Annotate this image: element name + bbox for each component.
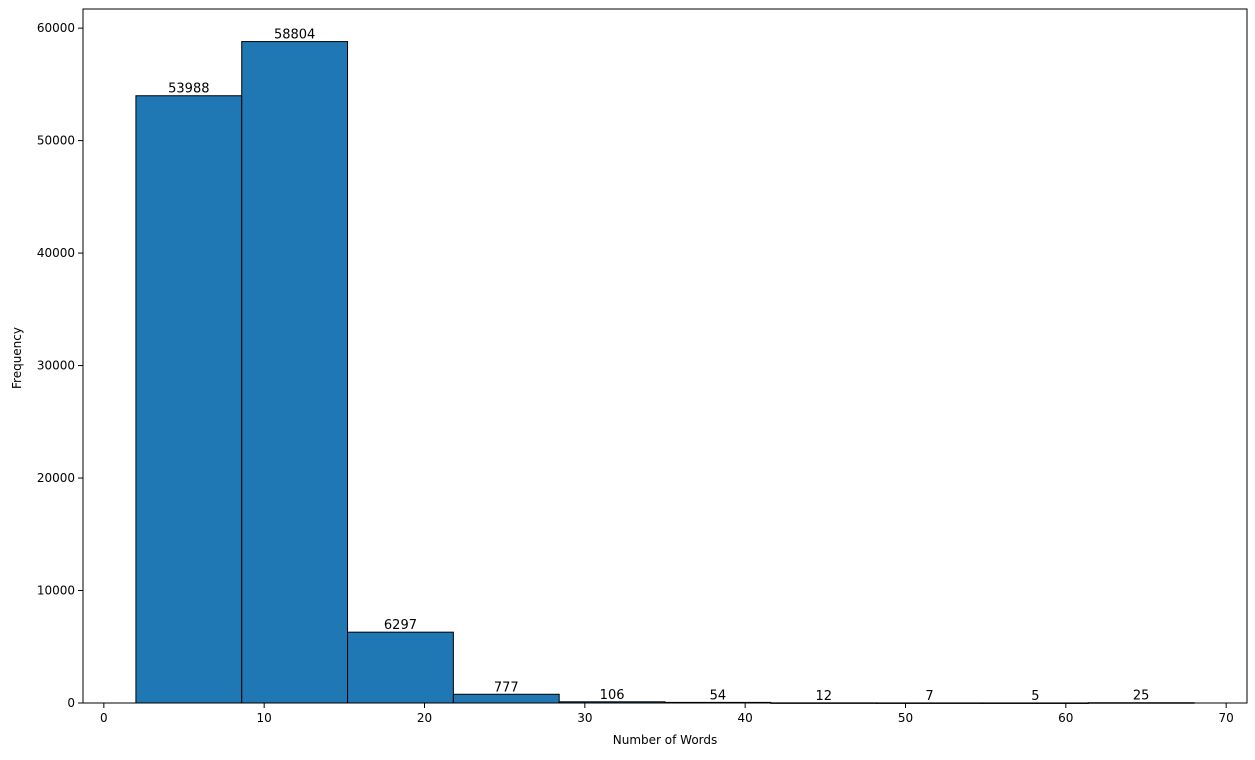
bar-value-label: 777 bbox=[494, 680, 519, 695]
histogram-bar bbox=[135, 95, 243, 704]
histogram-bar bbox=[347, 631, 454, 704]
x-tick-label: 40 bbox=[738, 711, 753, 725]
bar-value-label: 12 bbox=[815, 689, 832, 704]
bar-value-label: 6297 bbox=[384, 618, 417, 633]
x-tick-label: 10 bbox=[257, 711, 272, 725]
y-tick-label: 40000 bbox=[37, 246, 75, 260]
y-tick-label: 60000 bbox=[37, 21, 75, 35]
x-tick-label: 30 bbox=[577, 711, 592, 725]
histogram-bar bbox=[241, 41, 349, 704]
x-tick-label: 50 bbox=[898, 711, 913, 725]
bar-value-label: 5 bbox=[1031, 689, 1039, 704]
bar-value-label: 7 bbox=[925, 689, 933, 704]
y-tick-label: 20000 bbox=[37, 471, 75, 485]
bar-value-label: 106 bbox=[600, 688, 625, 703]
y-tick-label: 50000 bbox=[37, 134, 75, 148]
x-tick-label: 60 bbox=[1058, 711, 1073, 725]
plot-frame bbox=[82, 8, 1248, 704]
x-axis-title: Number of Words bbox=[613, 733, 718, 747]
histogram-bar bbox=[452, 693, 560, 704]
y-tick-label: 0 bbox=[67, 696, 75, 710]
y-axis-title: Frequency bbox=[10, 327, 24, 389]
x-tick-label: 20 bbox=[417, 711, 432, 725]
bar-value-label: 25 bbox=[1133, 689, 1150, 704]
y-tick-label: 10000 bbox=[37, 584, 75, 598]
x-axis: 0 10 20 30 40 50 60 70 bbox=[100, 703, 1234, 725]
bar-value-label: 54 bbox=[710, 688, 727, 703]
y-axis: 0 10000 20000 30000 40000 50000 60000 bbox=[37, 21, 83, 710]
data-labels-layer: 53988 58804 6297 777 106 54 12 7 5 25 bbox=[168, 28, 1149, 704]
y-tick-label: 30000 bbox=[37, 359, 75, 373]
bar-value-label: 53988 bbox=[168, 82, 209, 97]
x-tick-label: 70 bbox=[1219, 711, 1234, 725]
bar-value-label: 58804 bbox=[274, 28, 315, 43]
x-tick-label: 0 bbox=[100, 711, 108, 725]
